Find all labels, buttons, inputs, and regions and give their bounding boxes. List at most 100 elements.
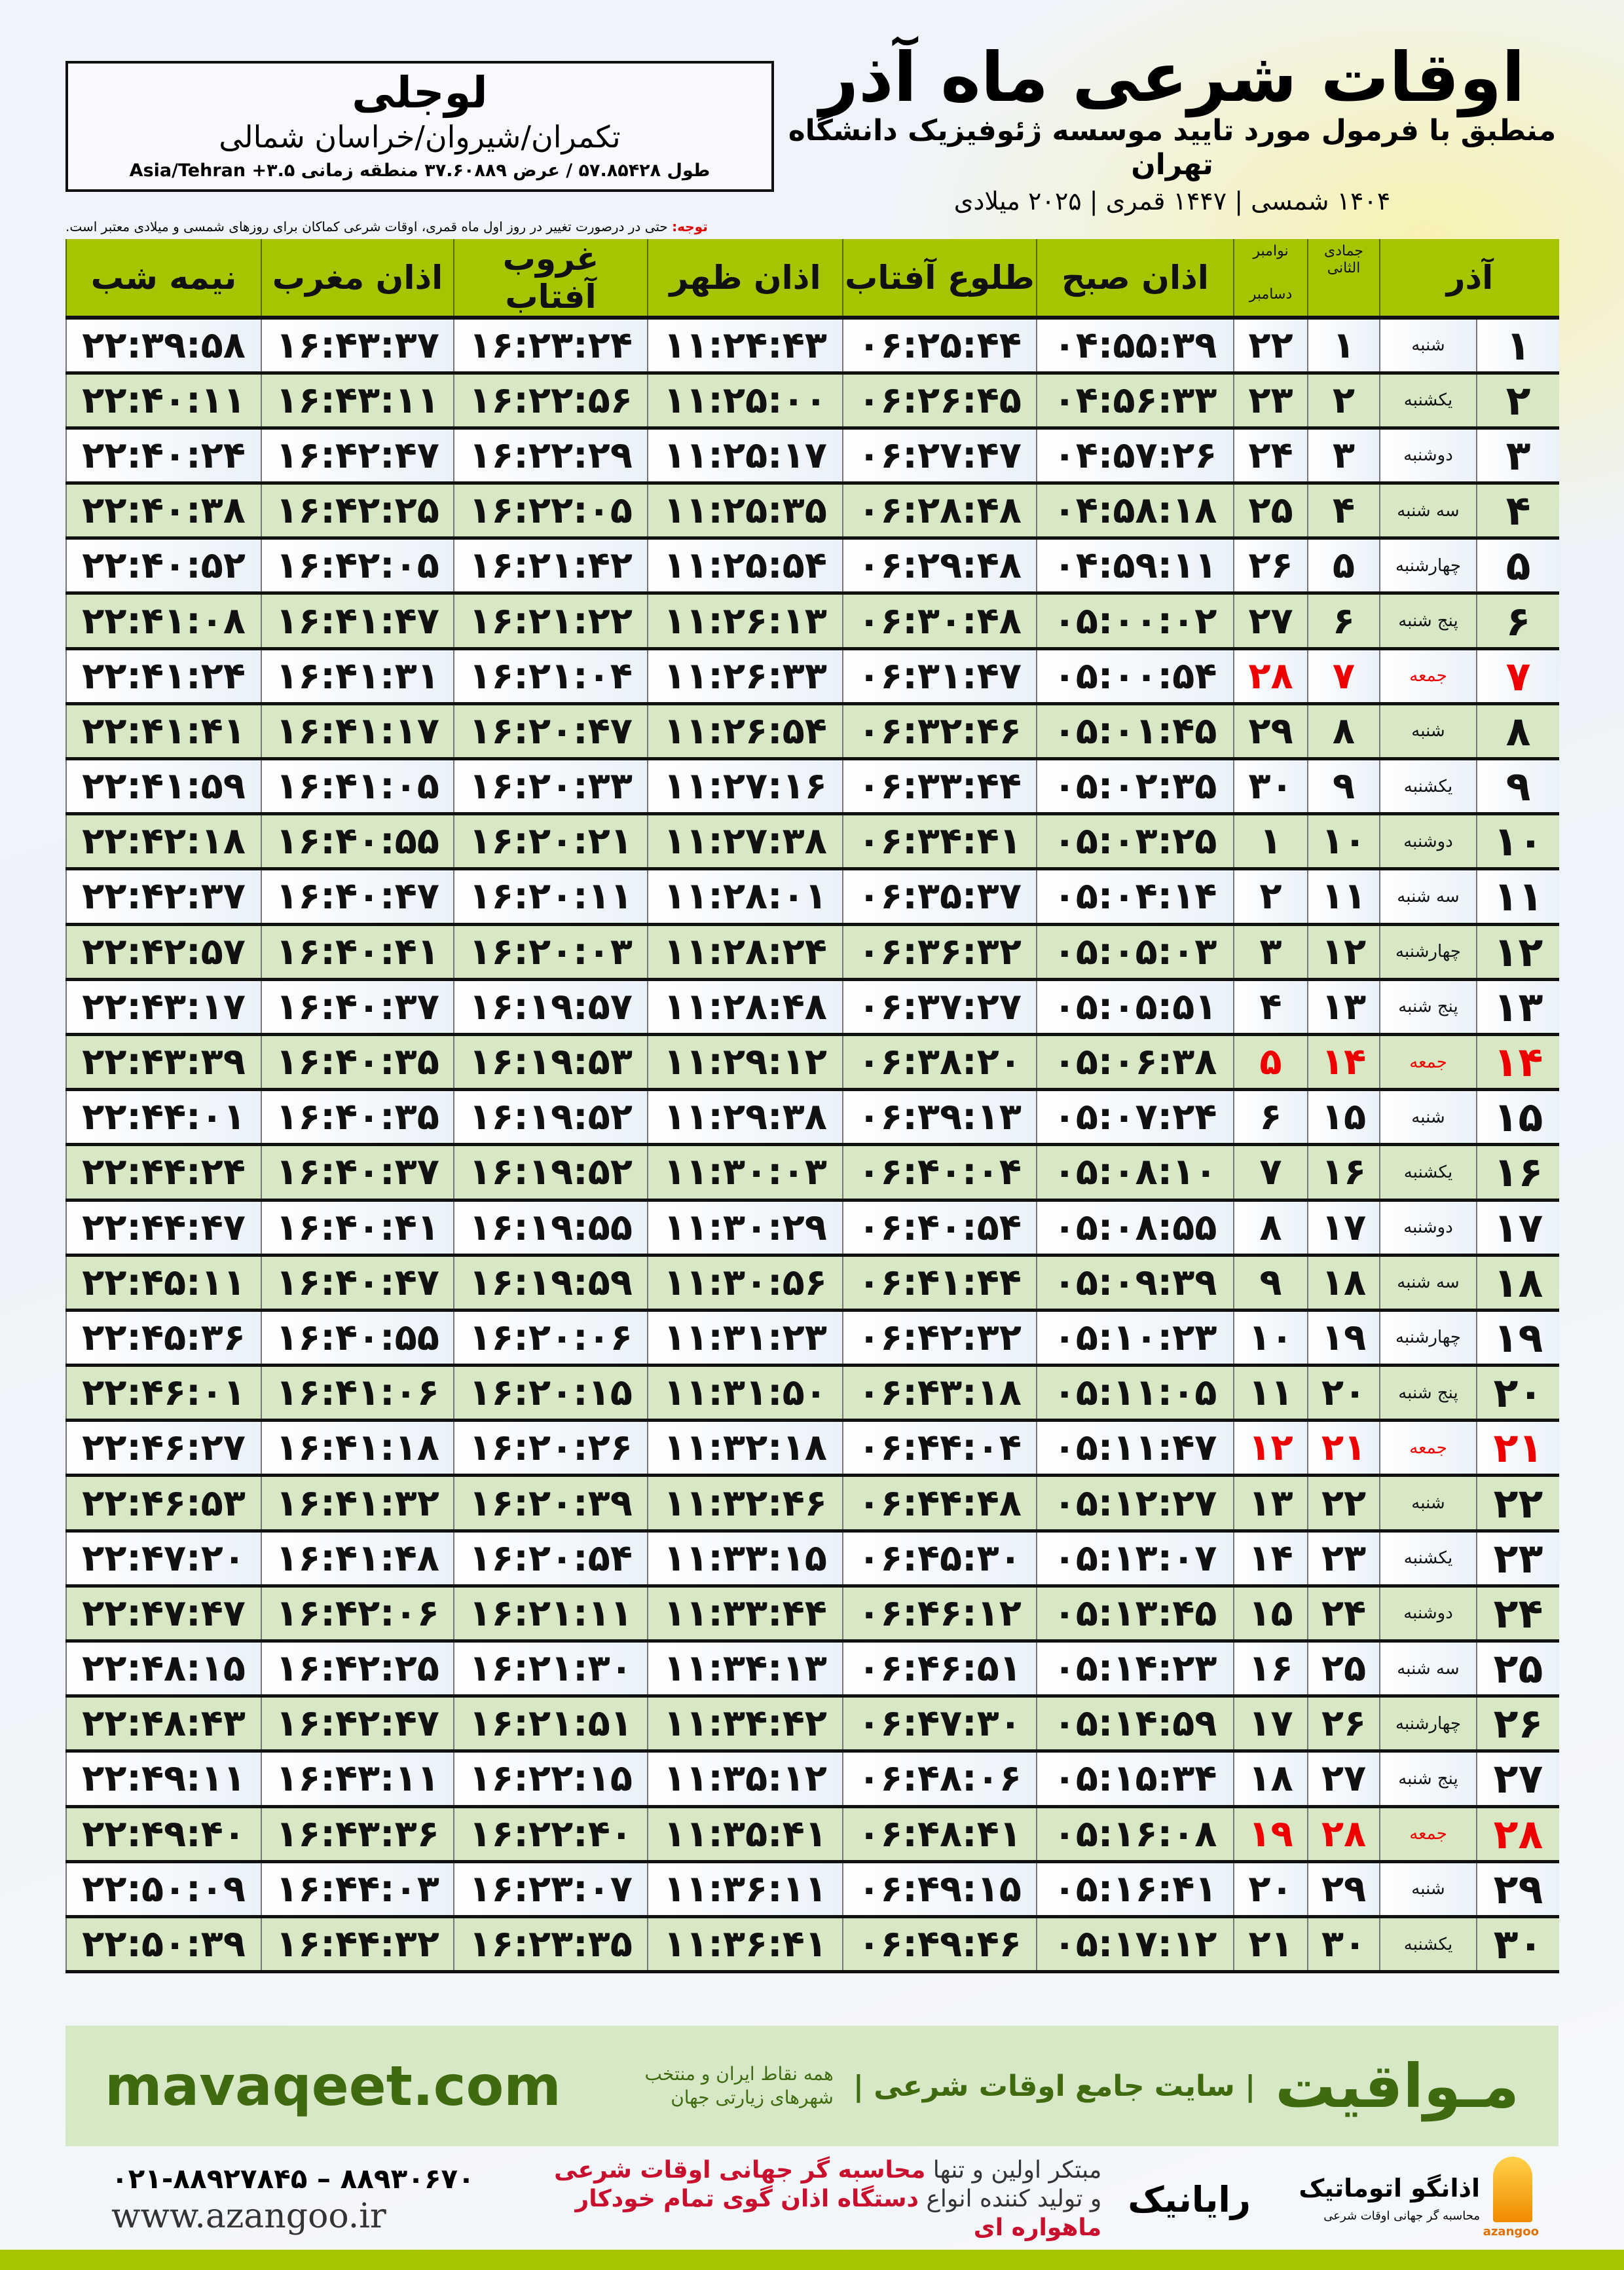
cell-wd: چهارشنبه: [1379, 924, 1477, 981]
cell-day: ۳: [1476, 428, 1559, 485]
cell-q: ۱۹: [1307, 1310, 1380, 1368]
cell-q: ۱۵: [1307, 1089, 1380, 1147]
cell-q: ۲۸: [1307, 1806, 1380, 1863]
cell-sunrise: ۰۶:۴۰:۵۴: [842, 1200, 1037, 1257]
cell-day: ۶: [1476, 593, 1559, 650]
cell-midnight: ۲۲:۴۳:۱۷: [65, 979, 261, 1036]
cell-day: ۱۸: [1476, 1255, 1559, 1312]
site-link[interactable]: mavaqeet.com: [105, 2054, 561, 2118]
cell-sunrise: ۰۶:۴۸:۴۱: [842, 1806, 1037, 1863]
cell-zuhr: ۱۱:۲۹:۳۸: [647, 1089, 843, 1147]
cell-zuhr: ۱۱:۳۰:۲۹: [647, 1200, 843, 1257]
cell-sunrise: ۰۶:۴۴:۴۸: [842, 1475, 1037, 1533]
cell-zuhr: ۱۱:۲۹:۱۲: [647, 1034, 843, 1092]
cell-zuhr: ۱۱:۳۶:۴۱: [647, 1916, 843, 1974]
cell-sunrise: ۰۶:۳۵:۳۷: [842, 868, 1037, 926]
cell-sunset: ۱۶:۲۰:۰۳: [453, 924, 648, 981]
table-row: ۱۵ شنبه ۱۵ ۶ ۰۵:۰۷:۲۴ ۰۶:۳۹:۱۳ ۱۱:۲۹:۳۸ ۱۶:۱۹:۵…: [65, 1089, 1559, 1147]
cell-wd: شنبه: [1379, 703, 1477, 761]
cell-maghrib: ۱۶:۴۲:۴۷: [261, 1696, 454, 1753]
cell-subh: ۰۵:۱۰:۲۳: [1036, 1310, 1234, 1368]
cell-maghrib: ۱۶:۴۰:۳۵: [261, 1089, 454, 1147]
azangoo-link[interactable]: www.azangoo.ir: [111, 2197, 386, 2236]
table-row: ۲۶ چهارشنبه ۲۶ ۱۷ ۰۵:۱۴:۵۹ ۰۶:۴۷:۳۰ ۱۱:۳۴:۴۲ ۱۶…: [65, 1696, 1559, 1753]
table-row: ۹ یکشنبه ۹ ۳۰ ۰۵:۰۲:۳۵ ۰۶:۳۳:۴۴ ۱۱:۲۷:۱۶ ۱۶:۲۰:…: [65, 758, 1559, 816]
sponsor-footer: azangoo اذانگو اتوماتیک محاسبه گر جهانی …: [65, 2153, 1559, 2245]
cell-day: ۱۹: [1476, 1310, 1559, 1368]
header-subh: اذان صبح: [1036, 239, 1234, 320]
cell-day: ۱: [1476, 318, 1559, 375]
cell-sunrise: ۰۶:۳۹:۱۳: [842, 1089, 1037, 1147]
cell-sunrise: ۰۶:۲۶:۴۵: [842, 373, 1037, 430]
cell-midnight: ۲۲:۴۷:۴۷: [65, 1586, 261, 1643]
cell-midnight: ۲۲:۴۴:۲۴: [65, 1144, 261, 1202]
cell-zuhr: ۱۱:۲۸:۴۸: [647, 979, 843, 1036]
cell-m: ۱۹: [1233, 1806, 1308, 1863]
cell-sunrise: ۰۶:۳۷:۲۷: [842, 979, 1037, 1036]
cell-m: ۱۱: [1233, 1365, 1308, 1423]
cell-midnight: ۲۲:۴۴:۰۱: [65, 1089, 261, 1147]
cell-sunset: ۱۶:۲۰:۰۶: [453, 1310, 648, 1368]
cell-sunset: ۱۶:۱۹:۵۳: [453, 1034, 648, 1092]
cell-sunset: ۱۶:۲۱:۲۲: [453, 593, 648, 650]
cell-sunset: ۱۶:۲۱:۰۴: [453, 648, 648, 705]
cell-sunset: ۱۶:۲۰:۵۴: [453, 1531, 648, 1588]
cell-q: ۲۶: [1307, 1696, 1380, 1753]
location-path: تکمران/شیروان/خراسان شمالی: [219, 119, 621, 155]
cell-m: ۳: [1233, 924, 1308, 981]
blurb-text: و تولید کننده انواع: [919, 2186, 1102, 2212]
prayer-times-table: آذر جمادی الثانی نوامبر دسامبر اذان صبح ط…: [65, 239, 1559, 1974]
table-row: ۲۵ سه شنبه ۲۵ ۱۶ ۰۵:۱۴:۲۳ ۰۶:۴۶:۵۱ ۱۱:۳۴:۱۳ ۱۶:…: [65, 1641, 1559, 1698]
cell-m: ۱۲: [1233, 1420, 1308, 1478]
cell-sunset: ۱۶:۲۰:۳۹: [453, 1475, 648, 1533]
brand-tagline: | سایت جامع اوقات شرعی |: [853, 2069, 1256, 2103]
mavaqeet-banner: مـواقیت | سایت جامع اوقات شرعی | همه نقا…: [65, 2026, 1559, 2146]
page-subtitle: منطبق با فرمول مورد تایید موسسه ژئوفیزیک…: [788, 114, 1557, 181]
azangoo-latin: azangoo: [1483, 2225, 1539, 2239]
cell-maghrib: ۱۶:۴۲:۴۷: [261, 428, 454, 485]
azangoo-name: اذانگو اتوماتیک: [1299, 2174, 1480, 2203]
cell-sunset: ۱۶:۲۳:۲۴: [453, 318, 648, 375]
cell-midnight: ۲۲:۴۶:۲۷: [65, 1420, 261, 1478]
table-row: ۲۳ یکشنبه ۲۳ ۱۴ ۰۵:۱۳:۰۷ ۰۶:۴۵:۳۰ ۱۱:۳۳:۱۵ ۱۶:۲…: [65, 1531, 1559, 1588]
cell-maghrib: ۱۶:۴۱:۱۸: [261, 1420, 454, 1478]
cell-sunrise: ۰۶:۴۶:۱۲: [842, 1586, 1037, 1643]
cell-sunrise: ۰۶:۲۹:۴۸: [842, 538, 1037, 595]
cell-day: ۱۲: [1476, 924, 1559, 981]
cell-subh: ۰۵:۱۳:۴۵: [1036, 1586, 1234, 1643]
cell-zuhr: ۱۱:۲۵:۳۵: [647, 483, 843, 540]
cell-day: ۷: [1476, 648, 1559, 705]
cell-day: ۲۸: [1476, 1806, 1559, 1863]
cell-m: ۶: [1233, 1089, 1308, 1147]
cell-q: ۹: [1307, 758, 1380, 816]
table-row: ۸ شنبه ۸ ۲۹ ۰۵:۰۱:۴۵ ۰۶:۳۲:۴۶ ۱۱:۲۶:۵۴ ۱۶:۲۰:۴۷…: [65, 703, 1559, 761]
cell-sunset: ۱۶:۲۱:۵۱: [453, 1696, 648, 1753]
cell-maghrib: ۱۶:۴۲:۰۵: [261, 538, 454, 595]
cell-wd: یکشنبه: [1379, 1144, 1477, 1202]
cell-midnight: ۲۲:۴۹:۱۱: [65, 1751, 261, 1808]
cell-q: ۲۵: [1307, 1641, 1380, 1698]
cell-maghrib: ۱۶:۴۴:۳۲: [261, 1916, 454, 1974]
cell-subh: ۰۵:۱۳:۰۷: [1036, 1531, 1234, 1588]
table-row: ۲۸ جمعه ۲۸ ۱۹ ۰۵:۱۶:۰۸ ۰۶:۴۸:۴۱ ۱۱:۳۵:۴۱ ۱۶:۲۲:…: [65, 1806, 1559, 1863]
cell-midnight: ۲۲:۴۰:۵۲: [65, 538, 261, 595]
cell-wd: شنبه: [1379, 1089, 1477, 1147]
cell-sunrise: ۰۶:۲۸:۴۸: [842, 483, 1037, 540]
cell-midnight: ۲۲:۴۴:۴۷: [65, 1200, 261, 1257]
page-title: اوقات شرعی ماه آذر: [819, 37, 1525, 117]
cell-midnight: ۲۲:۴۰:۳۸: [65, 483, 261, 540]
cell-midnight: ۲۲:۴۱:۰۸: [65, 593, 261, 650]
brand-description: همه نقاط ایران و منتخب شهرهای زیارتی جها…: [644, 2063, 834, 2108]
cell-maghrib: ۱۶:۴۲:۲۵: [261, 483, 454, 540]
cell-subh: ۰۵:۰۶:۳۸: [1036, 1034, 1234, 1092]
cell-subh: ۰۵:۰۸:۱۰: [1036, 1144, 1234, 1202]
cell-maghrib: ۱۶:۴۳:۳۷: [261, 318, 454, 375]
cell-zuhr: ۱۱:۲۴:۴۳: [647, 318, 843, 375]
cell-maghrib: ۱۶:۴۱:۴۸: [261, 1531, 454, 1588]
azangoo-subtitle: محاسبه گر جهانی اوقات شرعی: [1323, 2209, 1480, 2223]
cell-sunset: ۱۶:۲۰:۳۳: [453, 758, 648, 816]
cell-m: ۴: [1233, 979, 1308, 1036]
cell-q: ۱۷: [1307, 1200, 1380, 1257]
cell-q: ۲۳: [1307, 1531, 1380, 1588]
cell-sunset: ۱۶:۲۱:۴۲: [453, 538, 648, 595]
